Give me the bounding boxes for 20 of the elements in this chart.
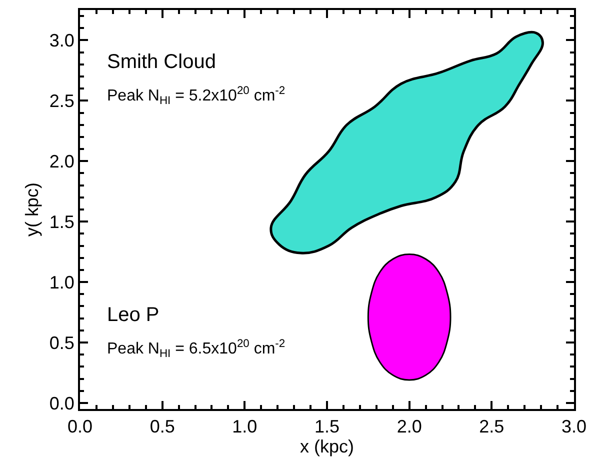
y-axis-title: y( kpc) <box>22 182 42 236</box>
x-tick-label: 0.5 <box>150 416 175 437</box>
x-tick-label: 1.0 <box>232 416 258 437</box>
annotation: Peak N$_{HI}$ = 6.5x10$^{20}$ cm$^{-2}$ <box>107 338 286 360</box>
annotation: Peak N$_{HI}$ = 5.2x10$^{20}$ cm$^{-2}$ <box>107 85 286 108</box>
y-tick-label: 2.0 <box>49 151 74 172</box>
y-tick-label: 0.5 <box>49 332 74 353</box>
y-tick-label: 2.5 <box>49 90 74 111</box>
x-tick-label: 1.5 <box>314 416 340 437</box>
annotation: Smith Cloud <box>107 51 216 73</box>
x-axis-title: x (kpc) <box>300 436 354 457</box>
y-tick-label: 1.0 <box>49 272 74 292</box>
y-tick-label: 0.0 <box>49 393 74 414</box>
x-tick-label: 3.0 <box>561 416 587 437</box>
y-tick-label: 1.5 <box>49 212 74 232</box>
x-tick-label: 2.0 <box>396 416 422 437</box>
annotation: Leo P <box>107 304 160 326</box>
x-tick-label: 2.5 <box>479 416 504 437</box>
x-tick-label: 0.0 <box>67 416 93 437</box>
y-tick-label: 3.0 <box>49 30 74 51</box>
